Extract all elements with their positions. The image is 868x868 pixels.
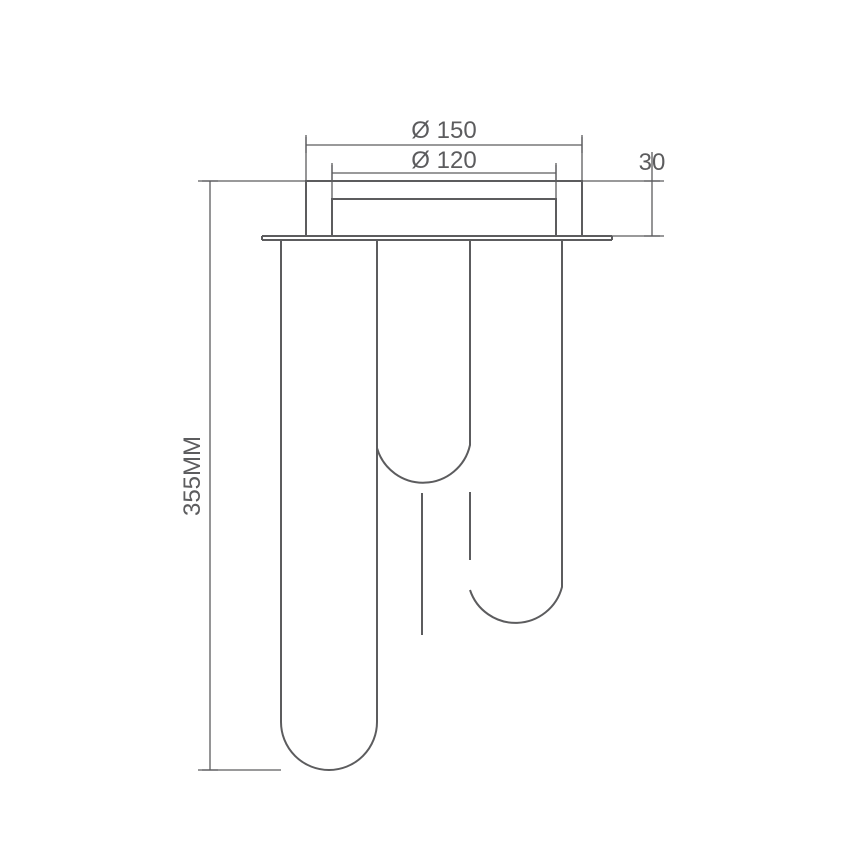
dim-d150-label: Ø 150 <box>411 117 476 144</box>
dim-355-label: 355MM <box>179 436 206 516</box>
dim-30: 30 <box>582 149 665 236</box>
dim-355: 355MM <box>179 181 306 770</box>
technical-drawing: Ø 150 Ø 120 30 <box>0 0 868 868</box>
capsule-left <box>281 240 377 770</box>
dim-d120-label: Ø 120 <box>411 147 476 174</box>
capsule-center <box>377 240 470 483</box>
capsule-right <box>470 240 562 623</box>
dim-d120: Ø 120 <box>332 147 556 199</box>
capsules <box>281 240 562 770</box>
dim-30-label: 30 <box>639 149 666 176</box>
base <box>262 181 612 240</box>
